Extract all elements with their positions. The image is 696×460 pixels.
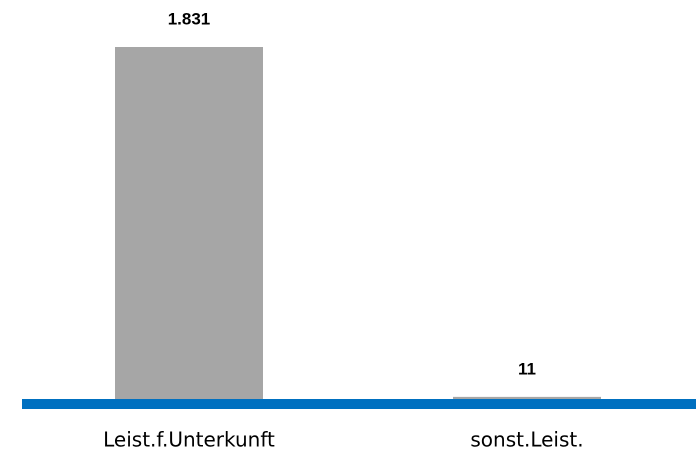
bar xyxy=(115,47,263,399)
x-tick-label: Leist.f.Unterkunft xyxy=(103,428,275,452)
x-tick-label: sonst.Leist. xyxy=(470,428,583,452)
x-axis-line xyxy=(22,399,696,409)
value-label: 11 xyxy=(518,359,536,378)
bar xyxy=(453,396,601,399)
value-label: 1.831 xyxy=(168,9,211,28)
